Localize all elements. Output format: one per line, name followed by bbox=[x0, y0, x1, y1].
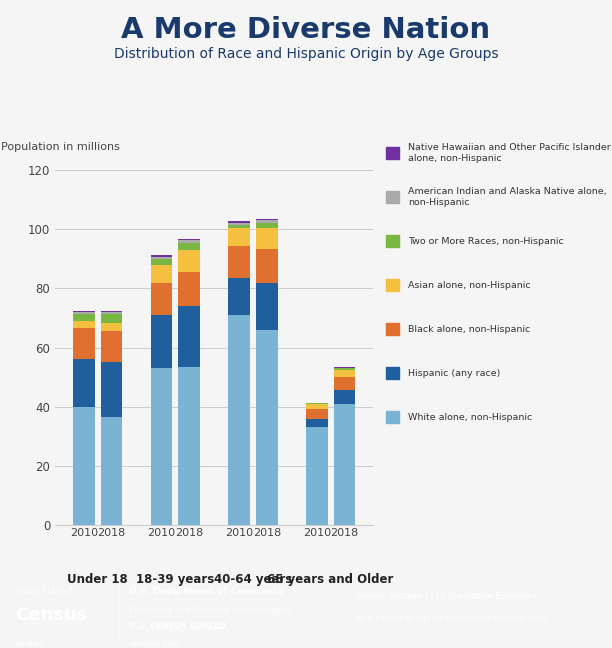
Bar bbox=[228, 228, 250, 246]
Bar bbox=[306, 428, 327, 525]
Bar bbox=[101, 314, 122, 323]
Bar bbox=[334, 377, 356, 391]
Bar bbox=[101, 312, 122, 314]
Bar bbox=[306, 409, 327, 419]
Bar bbox=[256, 223, 278, 228]
Text: United States®: United States® bbox=[15, 587, 75, 596]
Bar bbox=[306, 419, 327, 428]
Bar bbox=[73, 312, 95, 314]
Bar bbox=[256, 228, 278, 249]
Bar bbox=[256, 249, 278, 283]
Text: Under 18: Under 18 bbox=[67, 573, 128, 586]
Bar bbox=[101, 323, 122, 331]
Bar bbox=[151, 315, 173, 368]
Bar bbox=[256, 330, 278, 525]
Bar bbox=[101, 417, 122, 525]
Text: Native Hawaiian and Other Pacific Islander alone, non-Hispanic: Native Hawaiian and Other Pacific Island… bbox=[408, 143, 611, 163]
Bar bbox=[151, 257, 173, 259]
Bar bbox=[256, 283, 278, 330]
Text: Source: Vintage 2018 Population Estimates: Source: Vintage 2018 Population Estimate… bbox=[355, 592, 537, 601]
Bar bbox=[256, 220, 278, 223]
Text: Hispanic (any race): Hispanic (any race) bbox=[408, 369, 501, 378]
Bar bbox=[151, 368, 173, 525]
Bar bbox=[334, 391, 356, 404]
Text: Black alone, non-Hispanic: Black alone, non-Hispanic bbox=[408, 325, 531, 334]
Bar bbox=[334, 368, 356, 370]
Bar bbox=[228, 315, 250, 525]
Bar bbox=[178, 250, 200, 272]
Bar bbox=[228, 223, 250, 225]
Text: www.census.gov/programs-surveys/popest.html: www.census.gov/programs-surveys/popest.h… bbox=[355, 614, 548, 623]
Bar bbox=[228, 225, 250, 228]
Bar bbox=[151, 255, 173, 257]
Bar bbox=[151, 265, 173, 283]
Text: White alone, non-Hispanic: White alone, non-Hispanic bbox=[408, 413, 532, 422]
Bar bbox=[101, 310, 122, 312]
Text: Economics and Statistics Administration: Economics and Statistics Administration bbox=[129, 605, 290, 614]
Bar bbox=[306, 404, 327, 409]
Text: Population in millions: Population in millions bbox=[1, 142, 120, 152]
Bar bbox=[151, 283, 173, 315]
Bar bbox=[73, 407, 95, 525]
Text: A More Diverse Nation: A More Diverse Nation bbox=[121, 16, 491, 44]
Bar bbox=[178, 272, 200, 307]
Text: Two or More Races, non-Hispanic: Two or More Races, non-Hispanic bbox=[408, 237, 564, 246]
Text: Census: Census bbox=[15, 607, 88, 624]
Bar bbox=[256, 219, 278, 220]
Bar bbox=[73, 329, 95, 360]
Bar bbox=[151, 259, 173, 265]
Bar bbox=[73, 310, 95, 312]
Text: Bureau: Bureau bbox=[15, 639, 43, 648]
Bar bbox=[228, 222, 250, 223]
Text: Distribution of Race and Hispanic Origin by Age Groups: Distribution of Race and Hispanic Origin… bbox=[114, 47, 498, 61]
Text: 18-39 years: 18-39 years bbox=[136, 573, 215, 586]
Bar bbox=[334, 370, 356, 377]
Bar bbox=[178, 240, 200, 243]
Bar bbox=[73, 360, 95, 407]
Text: Asian alone, non-Hispanic: Asian alone, non-Hispanic bbox=[408, 281, 531, 290]
Bar bbox=[228, 246, 250, 278]
Text: U.S. Department of Commerce: U.S. Department of Commerce bbox=[129, 587, 283, 596]
Bar bbox=[73, 321, 95, 329]
Bar bbox=[178, 307, 200, 367]
Text: 40-64 years: 40-64 years bbox=[214, 573, 292, 586]
Text: 65 years and Older: 65 years and Older bbox=[267, 573, 394, 586]
Bar bbox=[334, 404, 356, 525]
Text: U.S. CENSUS BUREAU: U.S. CENSUS BUREAU bbox=[129, 622, 225, 631]
Bar bbox=[178, 243, 200, 250]
Bar bbox=[178, 239, 200, 240]
Bar bbox=[73, 314, 95, 321]
Bar bbox=[101, 362, 122, 417]
Bar bbox=[178, 367, 200, 525]
Bar bbox=[101, 331, 122, 362]
Text: American Indian and Alaska Native alone, non-Hispanic: American Indian and Alaska Native alone,… bbox=[408, 187, 607, 207]
Bar bbox=[228, 278, 250, 315]
Text: census.gov: census.gov bbox=[129, 639, 179, 648]
